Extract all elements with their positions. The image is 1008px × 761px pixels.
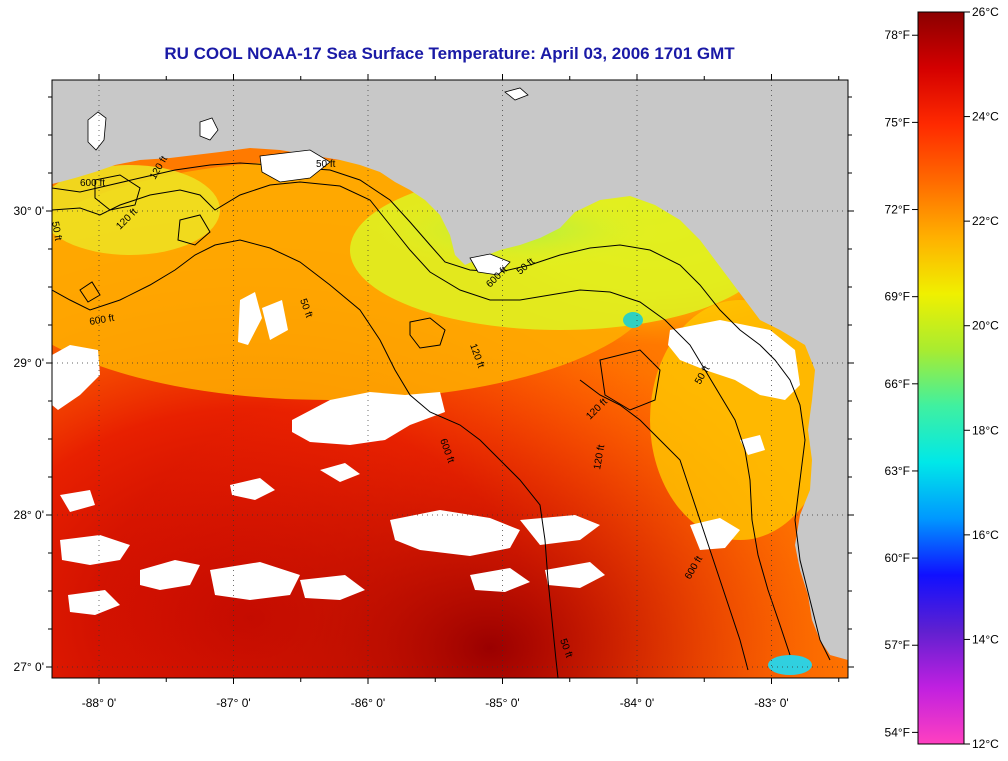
lon-tick-label: -86° 0'	[351, 696, 385, 710]
celsius-label: 16°C	[972, 528, 999, 542]
fahrenheit-label: 54°F	[885, 725, 910, 739]
celsius-label: 20°C	[972, 319, 999, 333]
contour-label: 120 ft	[592, 444, 607, 471]
colorbar-ticks: 26°C 24°C 22°C 20°C 18°C 16°C 14°C 12°C 78°F 75°F…	[885, 5, 1000, 751]
colorbar-scale	[917, 11, 965, 745]
fahrenheit-label: 72°F	[885, 203, 910, 217]
lon-tick-label: -87° 0'	[216, 696, 250, 710]
fahrenheit-label: 60°F	[885, 551, 910, 565]
cool-patch	[623, 312, 643, 328]
lon-tick-label: -84° 0'	[620, 696, 654, 710]
coastline-detail	[87, 87, 529, 276]
fahrenheit-label: 66°F	[885, 377, 910, 391]
celsius-label: 12°C	[972, 737, 999, 751]
celsius-label: 22°C	[972, 214, 999, 228]
contour-lines	[52, 162, 831, 678]
fahrenheit-label: 63°F	[885, 464, 910, 478]
fahrenheit-label: 78°F	[885, 28, 910, 42]
cool-patch-south	[768, 655, 812, 675]
celsius-label: 24°C	[972, 110, 999, 124]
celsius-label: 14°C	[972, 632, 999, 646]
land-mass	[52, 80, 848, 660]
celsius-label: 18°C	[972, 423, 999, 437]
map-frame	[51, 79, 849, 679]
contour-label: 50 ft	[316, 159, 336, 170]
mobile-bay-water	[52, 165, 220, 255]
lat-tick-label: 30° 0'	[14, 204, 44, 218]
lon-tick-label: -83° 0'	[754, 696, 788, 710]
contour-label: 600 ft	[80, 178, 105, 189]
contour-label: 600 ft	[89, 313, 116, 328]
axis-ticks: -88° 0' -87° 0' -86° 0' -85° 0' -84° 0' -83° …	[14, 74, 854, 710]
lat-tick-label: 28° 0'	[14, 508, 44, 522]
celsius-label: 26°C	[972, 5, 999, 19]
fahrenheit-label: 75°F	[885, 115, 910, 129]
lat-tick-label: 29° 0'	[14, 356, 44, 370]
lat-tick-label: 27° 0'	[14, 660, 44, 674]
lon-tick-label: -88° 0'	[82, 696, 116, 710]
colorbar: 26°C 24°C 22°C 20°C 18°C 16°C 14°C 12°C 78°F 75°F…	[885, 5, 1000, 751]
map-area	[52, 80, 848, 678]
lon-tick-label: -85° 0'	[485, 696, 519, 710]
map-title: RU COOL NOAA-17 Sea Surface Temperature:…	[164, 44, 735, 63]
contour-label: 50 ft	[49, 221, 63, 242]
fahrenheit-label: 57°F	[885, 638, 910, 652]
fahrenheit-label: 69°F	[885, 290, 910, 304]
